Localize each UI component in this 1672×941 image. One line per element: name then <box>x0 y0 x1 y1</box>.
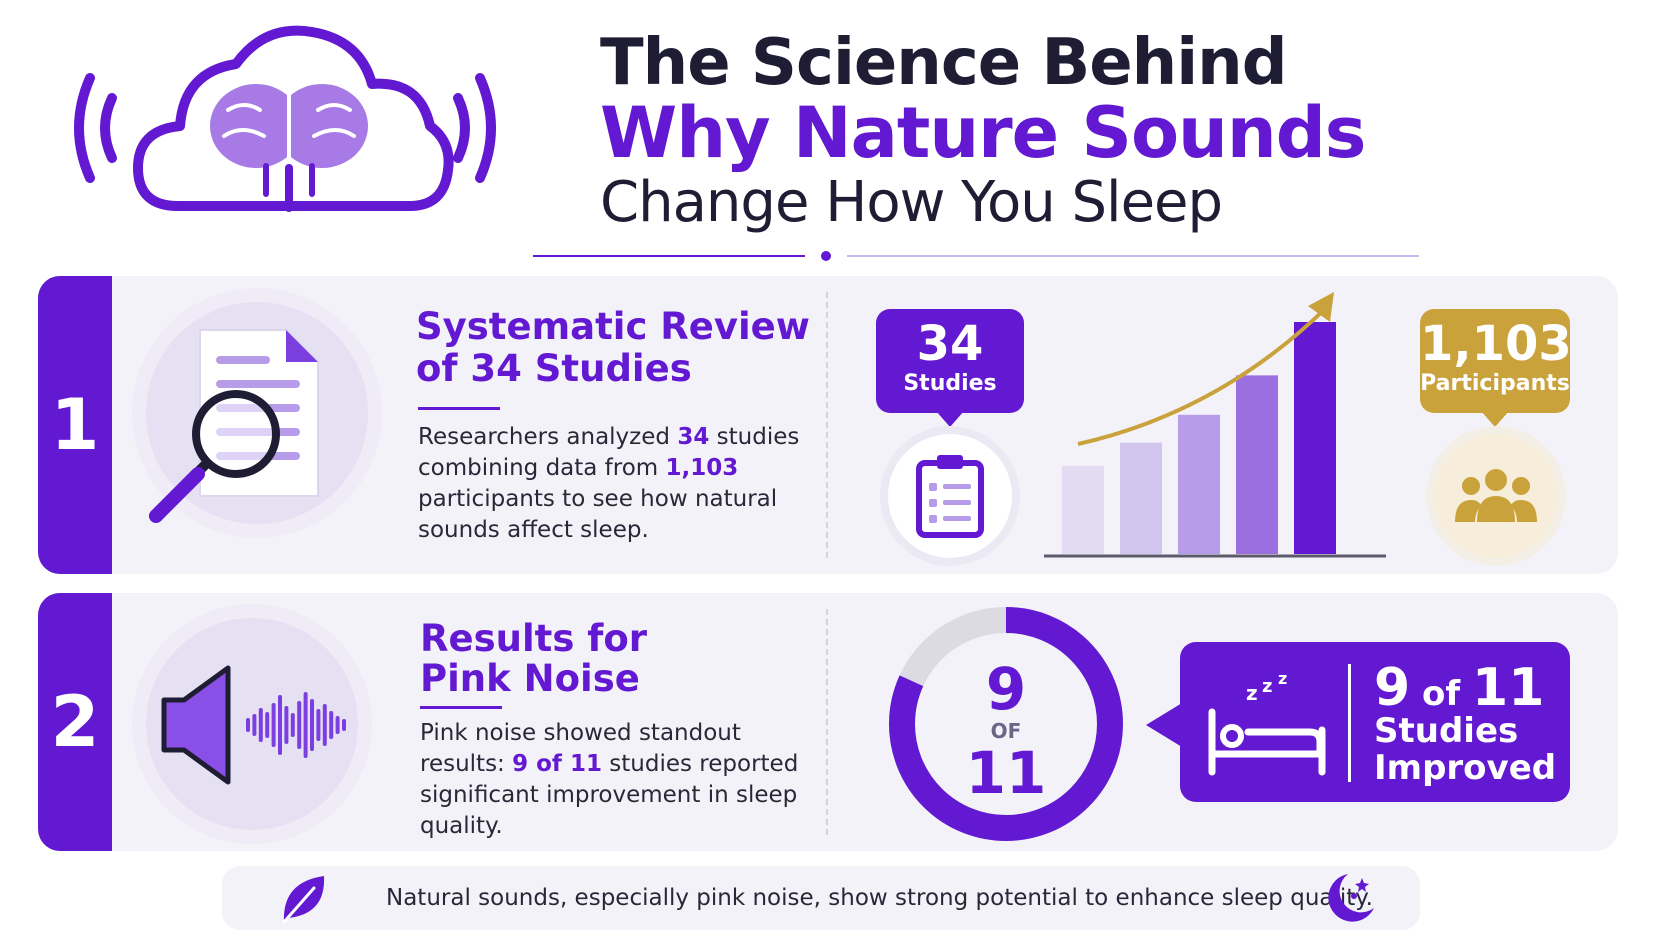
people-circle <box>1434 434 1558 558</box>
panel-divider <box>826 609 828 835</box>
people-icon <box>1455 469 1537 522</box>
section-2-heading-rule <box>420 706 502 709</box>
highlight-studies: 34 <box>677 424 710 450</box>
callout-fraction: 9 of 11 <box>1374 658 1545 718</box>
svg-text:z: z <box>1262 676 1272 697</box>
studies-stat-bubble: 34 Studies <box>876 309 1024 427</box>
donut-of-label: OF <box>990 719 1022 743</box>
section-1-heading-line-2: of 34 Studies <box>416 347 692 390</box>
chart-bar <box>1178 414 1220 554</box>
callout-separator <box>1348 664 1351 782</box>
chart-bar <box>1062 465 1104 554</box>
growth-bar-chart <box>1044 292 1386 558</box>
participants-count: 1,103 <box>1420 316 1572 372</box>
donut-total: 11 <box>965 739 1047 807</box>
chart-bar <box>1294 322 1336 554</box>
sound-wave-left-icon <box>74 73 117 183</box>
chart-bar <box>1236 375 1278 554</box>
highlight-participants: 1,103 <box>665 455 739 481</box>
title-line-3: Change How You Sleep <box>600 170 1223 235</box>
trend-arrowhead <box>1308 292 1334 322</box>
donut-progress-arc <box>889 607 1123 841</box>
panel-divider <box>826 292 828 558</box>
footer-banner <box>222 866 1420 930</box>
sound-wave-right-icon <box>453 73 496 183</box>
speaker-icon <box>161 665 346 785</box>
section-number: 2 <box>38 593 112 851</box>
callout-line-2: Studies <box>1374 711 1519 751</box>
clipboard-circle <box>888 434 1012 558</box>
section-1-heading-line-1: Systematic Review <box>416 305 810 348</box>
callout-line-3: Improved <box>1374 748 1557 788</box>
footer-text: Natural sounds, especially pink noise, s… <box>386 885 1373 911</box>
section-number: 1 <box>38 276 112 574</box>
trend-arrow <box>1077 304 1330 446</box>
donut-chart <box>889 607 1123 841</box>
donut-value: 9 <box>985 655 1027 723</box>
title-line-1: The Science Behind <box>600 26 1288 100</box>
sleeping-bed-icon: z z z <box>1208 669 1326 776</box>
document-search-icon <box>149 329 319 523</box>
callout-pointer <box>1146 703 1182 747</box>
highlight-result: 9 of 11 <box>512 751 602 777</box>
brain-cloud-icon <box>74 25 496 212</box>
studies-count: 34 <box>916 316 984 372</box>
leaf-icon <box>282 876 325 924</box>
section-2-heading-line-1: Results for <box>420 617 647 660</box>
svg-text:z: z <box>1246 681 1258 705</box>
studies-label: Studies <box>903 371 997 396</box>
section-1-heading-rule <box>418 407 500 410</box>
clipboard-icon <box>916 455 984 538</box>
sound-wave-icon <box>246 692 346 758</box>
participants-label: Participants <box>1420 371 1570 396</box>
title-line-2: Why Nature Sounds <box>600 92 1366 174</box>
moon-stars-icon <box>1328 874 1374 922</box>
section-2-heading-line-2: Pink Noise <box>420 657 640 700</box>
svg-text:z: z <box>1278 669 1287 688</box>
section-2-body: Pink noise showed standout results: 9 of… <box>420 720 799 839</box>
chart-bar <box>1120 442 1162 554</box>
section-1-body: Researchers analyzed 34 studies combinin… <box>418 424 800 543</box>
title-divider <box>533 251 1419 261</box>
result-callout <box>1180 642 1570 802</box>
participants-stat-bubble: 1,103 Participants <box>1420 309 1572 427</box>
